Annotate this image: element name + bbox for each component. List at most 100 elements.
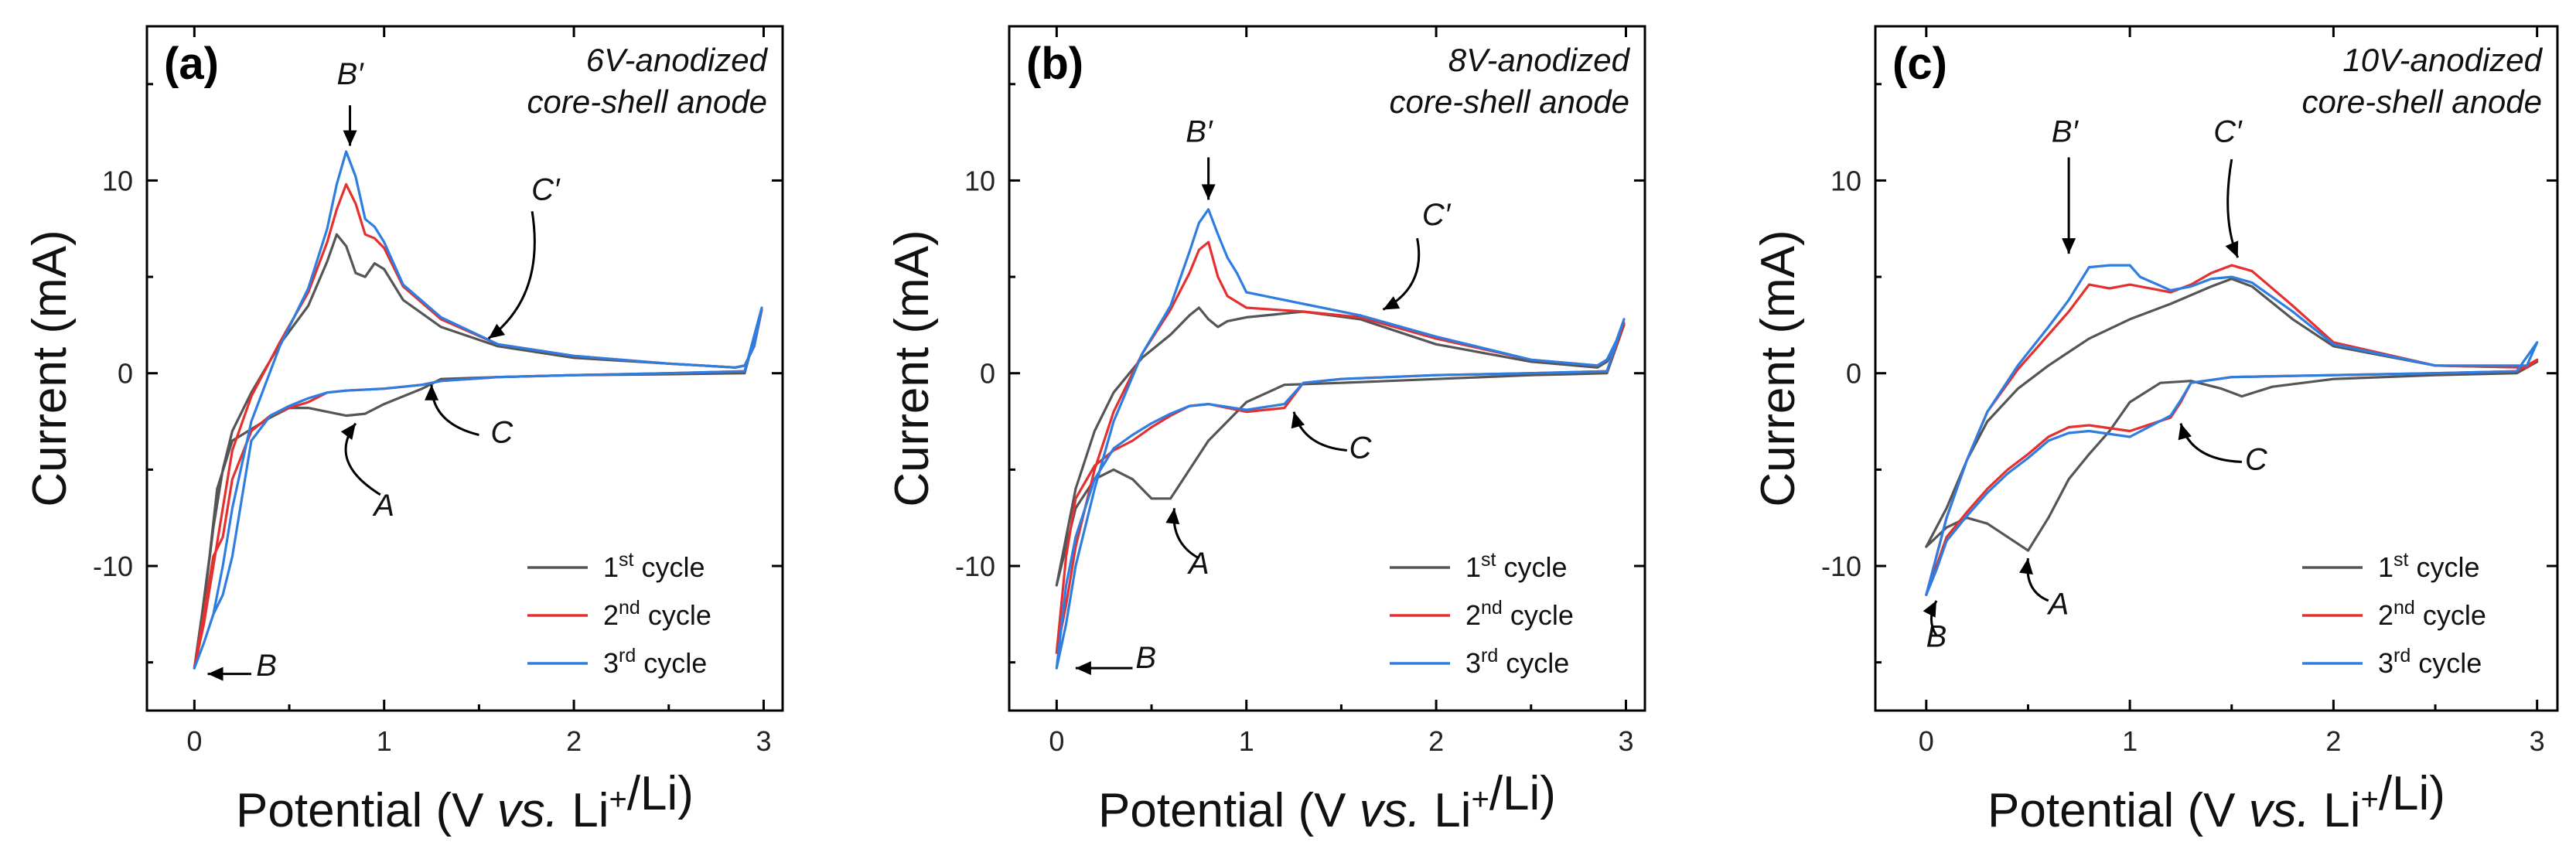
series-line-cycle-3 [193, 150, 763, 670]
legend: 1st cycle 2nd cycle 3rd cycle [1390, 549, 1574, 679]
legend-label: 3rd cycle [1465, 645, 1569, 679]
panel-title-line: core-shell anode [1389, 84, 1629, 120]
x-tick-label: 1 [377, 725, 392, 757]
y-tick-label: 0 [118, 358, 133, 390]
x-tick-label: 3 [756, 725, 771, 757]
series-line-cycle-3 [1925, 264, 2539, 597]
arrowhead [1383, 296, 1401, 310]
x-tick-label: 2 [566, 725, 582, 757]
y-axis-label: Current (mA) [885, 230, 939, 506]
legend: 1st cycle 2nd cycle 3rd cycle [2302, 549, 2486, 679]
x-tick-label: 3 [2530, 725, 2545, 757]
x-tick-label: 2 [1428, 725, 1444, 757]
arrowhead [488, 323, 506, 339]
panel-label: (c) [1892, 39, 1947, 89]
y-axis-label: Current (mA) [1752, 230, 1805, 506]
y-tick-label: -10 [955, 551, 995, 582]
annotation-arrow [430, 384, 479, 436]
legend-label: 3rd cycle [2378, 645, 2482, 679]
y-tick-label: -10 [93, 551, 133, 582]
annotation-C: C [490, 415, 513, 449]
x-tick-label: 0 [186, 725, 202, 757]
annotation-C-prime: C′ [2213, 115, 2243, 149]
x-tick-label: 1 [1239, 725, 1254, 757]
arrowhead [2062, 238, 2076, 254]
annotation-B-prime: B′ [2052, 115, 2080, 149]
arrowhead [2225, 240, 2239, 258]
y-axis-label: Current (mA) [23, 230, 77, 506]
arrowhead [207, 666, 223, 681]
plot-frame [145, 25, 784, 712]
panel-title-line: 6V-anodized [586, 42, 769, 78]
x-tick-label: 2 [2325, 725, 2341, 757]
series-line-cycle-1 [1055, 306, 1626, 587]
y-tick-label: -10 [1821, 551, 1861, 582]
panel-title-line: core-shell anode [2301, 84, 2542, 120]
series-line-cycle-2 [1925, 264, 2539, 597]
series-line-cycle-3 [1055, 208, 1626, 670]
y-tick-label: 0 [980, 358, 995, 390]
x-tick-label: 0 [1049, 725, 1064, 757]
annotation-arrow [1382, 237, 1421, 311]
legend-label: 2nd cycle [603, 597, 711, 631]
annotation-arrow [1292, 411, 1347, 452]
annotation-B: B [256, 649, 277, 683]
x-axis-label: Potential (V vs. Li+/Li) [236, 767, 694, 837]
series-line-cycle-2 [193, 182, 763, 670]
legend-label: 2nd cycle [2378, 597, 2486, 631]
annotation-C: C [2245, 442, 2268, 476]
annotation-C-prime: C′ [1422, 198, 1452, 232]
plot-frame [1874, 25, 2559, 712]
panel-b: 0 1 2 3 -10 0 10 (b) 8V-anodized core-shell anode… [885, 25, 1646, 837]
series-line-cycle-2 [1055, 240, 1626, 654]
arrowhead [340, 423, 356, 440]
y-tick-label: 0 [1846, 358, 1861, 390]
arrowhead [2178, 423, 2192, 441]
x-tick-label: 3 [1618, 725, 1633, 757]
legend-label: 1st cycle [1465, 549, 1568, 583]
annotation-B-prime: B′ [336, 57, 364, 91]
annotation-arrow [487, 211, 536, 340]
y-tick-label: 10 [102, 165, 133, 196]
arrowhead [1075, 661, 1091, 676]
series-group [193, 150, 763, 670]
series-group [1925, 264, 2539, 597]
legend-label: 1st cycle [2378, 549, 2480, 583]
arrowhead [1165, 508, 1180, 525]
annotation-B: B [1926, 620, 1947, 654]
annotation-C-prime: C′ [531, 172, 561, 206]
annotation-C: C [1349, 431, 1372, 465]
panel-title-line: 10V-anodized [2342, 42, 2543, 78]
annotation-arrow [2179, 423, 2242, 463]
x-axis-label: Potential (V vs. Li+/Li) [1987, 767, 2445, 837]
legend: 1st cycle 2nd cycle 3rd cycle [527, 549, 711, 679]
arrowhead [1923, 600, 1936, 618]
legend-label: 1st cycle [603, 549, 705, 583]
arrowhead [343, 130, 357, 146]
panel-label: (b) [1026, 39, 1083, 89]
arrowhead [1291, 411, 1305, 429]
arrowhead [1201, 184, 1216, 200]
legend-label: 2nd cycle [1465, 597, 1574, 631]
plot-frame [1008, 25, 1646, 712]
y-tick-label: 10 [1830, 165, 1861, 196]
panel-c: 0 1 2 3 -10 0 10 (c) 10V-anodized core-shell anod… [1752, 25, 2559, 837]
panel-a: 0 1 2 3 -10 0 10 (a) 6V-anodized core-shell anode… [23, 25, 784, 837]
annotation-B: B [1135, 641, 1156, 675]
x-tick-label: 0 [1919, 725, 1934, 757]
annotation-A: A [372, 489, 394, 523]
annotation-B-prime: B′ [1186, 115, 1213, 149]
x-axis-label: Potential (V vs. Li+/Li) [1098, 767, 1556, 837]
panel-title-line: 8V-anodized [1448, 42, 1631, 78]
series-line-cycle-1 [1925, 278, 2539, 552]
panel-label: (a) [164, 39, 219, 89]
panel-title-line: core-shell anode [527, 84, 767, 120]
legend-label: 3rd cycle [603, 645, 707, 679]
series-group [1055, 208, 1626, 670]
annotation-arrow [2026, 557, 2049, 602]
y-tick-label: 10 [964, 165, 995, 196]
arrowhead [2019, 558, 2033, 575]
x-tick-label: 1 [2122, 725, 2138, 757]
arrowhead [425, 384, 439, 401]
